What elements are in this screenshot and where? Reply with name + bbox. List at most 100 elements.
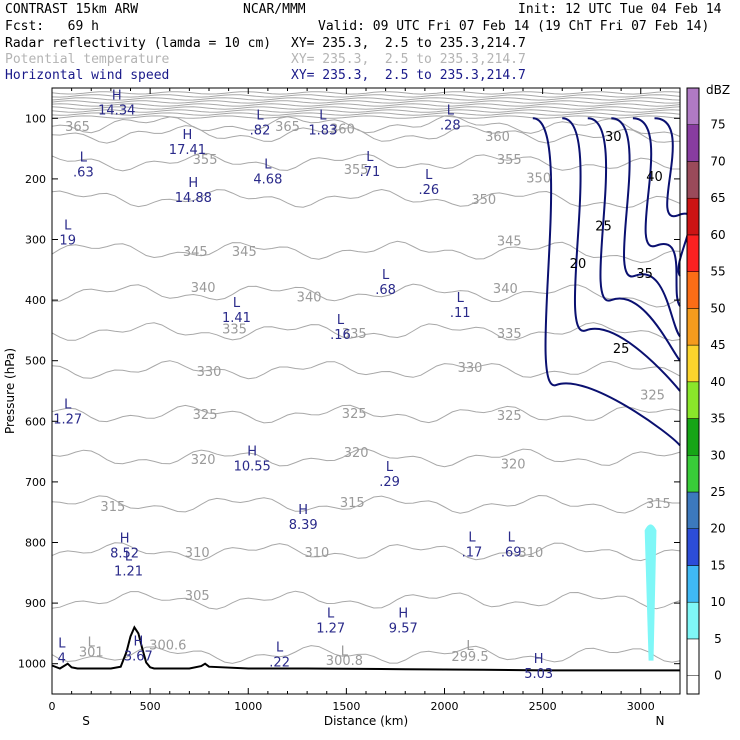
colorbar-tick-label: 15: [710, 558, 725, 572]
terrain-line: [51, 625, 680, 672]
y-tick-label: 900: [25, 597, 46, 610]
wind-extremum-type: L: [366, 150, 374, 165]
y-axis-label: Pressure (hPa): [3, 348, 17, 434]
y-tick-label: 100: [25, 112, 46, 125]
wind-extremum-type: L: [337, 313, 345, 328]
colorbar-swatch: [686, 491, 700, 529]
wind-extremum-value: 8.52: [110, 547, 139, 562]
theta-contour-line: [51, 404, 681, 424]
colorbar-swatch: [686, 638, 700, 676]
wind-extremum-value: .22: [269, 656, 290, 671]
colorbar-tick-label: 20: [710, 522, 725, 536]
colorbar-tick-label: 55: [710, 265, 725, 279]
colorbar-tick-label: 65: [710, 191, 725, 205]
theta-contour-line: [51, 115, 681, 137]
colorbar-tick-label: 30: [710, 448, 725, 462]
theta-extremum-mark: L: [88, 635, 96, 650]
x-tick-label: 2000: [431, 700, 459, 713]
colorbar-tick-label: 25: [710, 485, 725, 499]
theta-contour-line: [51, 448, 681, 468]
wind-extremum-type: H: [398, 607, 408, 622]
wind-extremum-value: .26: [418, 183, 439, 198]
colorbar-swatch: [686, 271, 700, 309]
y-tick-label: 300: [25, 234, 46, 247]
wind-extremum-type: H: [183, 128, 193, 143]
theta-label: 310: [518, 546, 543, 561]
wind-extremum-type: L: [319, 109, 327, 124]
colorbar-swatch: [686, 601, 700, 640]
reflectivity-contour-line: [611, 117, 681, 338]
wind-extremum-value: 19: [59, 233, 76, 248]
wind-extremum-value: 3.67: [124, 650, 153, 665]
reflectivity-label: 25: [595, 220, 612, 235]
wind-extremum-type: L: [276, 641, 284, 656]
theta-label: 350: [471, 193, 496, 208]
colorbar-swatch: [686, 197, 700, 236]
theta-extremum-mark: L: [341, 644, 349, 659]
theta-label: 345: [183, 245, 208, 260]
wind-extremum-type: H: [247, 444, 257, 459]
theta-contour-line: [51, 542, 681, 562]
theta-contour-line: [51, 106, 681, 110]
theta-label: 325: [342, 407, 367, 422]
field-radar-xy: XY= 235.3, 2.5 to 235.3,214.7: [291, 36, 526, 51]
theta-label: 305: [185, 589, 210, 604]
theta-label: 300.8: [326, 654, 363, 669]
wind-extremum-value: 1.83: [308, 124, 337, 139]
x-tick-label: 1500: [332, 700, 360, 713]
wind-extremum-type: L: [386, 460, 394, 475]
wind-extremum-type: L: [233, 296, 241, 311]
x-tick-label: 3000: [627, 700, 655, 713]
field-wind-xy: XY= 235.3, 2.5 to 235.3,214.7: [291, 68, 526, 83]
right-end-label: N: [656, 714, 665, 728]
theta-label: 345: [232, 245, 257, 260]
reflectivity-label: 40: [646, 170, 663, 185]
theta-contour-line: [51, 283, 681, 308]
init-time: Init: 12 UTC Tue 04 Feb 14: [518, 2, 722, 17]
wind-extremum-value: .16: [330, 328, 351, 343]
theta-contour-line: [51, 115, 681, 119]
reflectivity-shading: [644, 524, 657, 661]
wind-extremum-value: 4.68: [253, 173, 282, 188]
wind-extremum-type: L: [447, 104, 455, 119]
colorbar-swatch: [686, 308, 700, 346]
theta-label: 335: [222, 323, 247, 338]
theta-contour-line: [51, 322, 681, 342]
theta-label: 299.5: [451, 650, 488, 665]
colorbar-tick-label: 70: [710, 154, 725, 168]
wind-extremum-type: H: [120, 532, 130, 547]
theta-label: 345: [497, 235, 522, 250]
theta-contour-line: [51, 645, 681, 664]
theta-contour-line: [51, 91, 681, 95]
y-tick-label: 800: [25, 537, 46, 550]
reflectivity-contours: [532, 117, 692, 447]
forecast-hour: Fcst: 69 h: [5, 19, 99, 34]
wind-extremum-value: 4: [58, 651, 66, 666]
theta-label: 301: [79, 646, 104, 661]
theta-contour-line: [51, 240, 681, 264]
theta-label: 330: [458, 361, 483, 376]
colorbar-tick-label: 10: [710, 595, 725, 609]
colorbar-tick-label: 0: [714, 669, 722, 683]
theta-label: 340: [191, 281, 216, 296]
wind-extremum-value: .71: [360, 165, 381, 180]
wind-extremum-value: .29: [379, 475, 400, 490]
theta-contour-line: [51, 103, 681, 107]
wind-extremum-value: .63: [73, 165, 94, 180]
wind-extremum-value: 1.27: [53, 413, 82, 428]
x-tick-label: 2500: [529, 700, 557, 713]
axes: 0 500 1000 1500 2000 2500 3000 100 200 300 400 500 6…: [18, 88, 680, 713]
wind-extremum-type: L: [468, 530, 476, 545]
colorbar-tick-label: 35: [710, 412, 725, 426]
theta-label: 355: [193, 153, 218, 168]
wind-extremum-type: L: [508, 530, 516, 545]
theta-label: 310: [305, 546, 330, 561]
theta-contours: [51, 91, 681, 664]
x-tick-label: 1000: [234, 700, 262, 713]
reflectivity-contour-line: [654, 117, 692, 277]
reflectivity-labels: 30 40 25 20 35 25: [570, 130, 663, 357]
x-axis-label: Distance (km): [324, 714, 408, 728]
wind-extremum-value: .11: [450, 306, 471, 321]
wind-extremum-type: L: [425, 168, 433, 183]
theta-contour-line: [51, 97, 681, 101]
